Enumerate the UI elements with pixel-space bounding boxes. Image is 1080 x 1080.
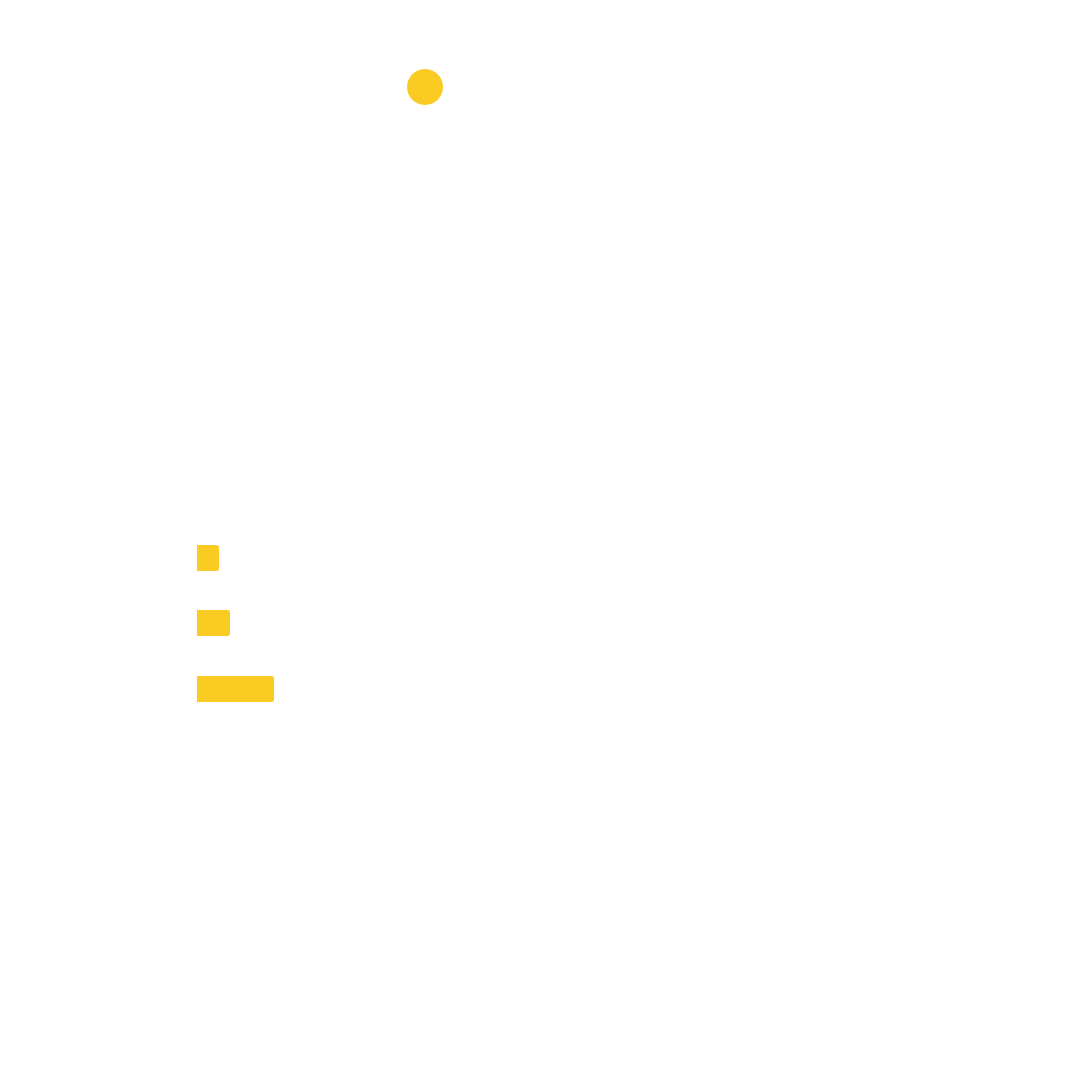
bar bbox=[197, 676, 274, 702]
bar bbox=[197, 610, 230, 636]
status-dot bbox=[407, 69, 443, 105]
bar-group bbox=[197, 545, 274, 702]
bar bbox=[197, 545, 219, 571]
